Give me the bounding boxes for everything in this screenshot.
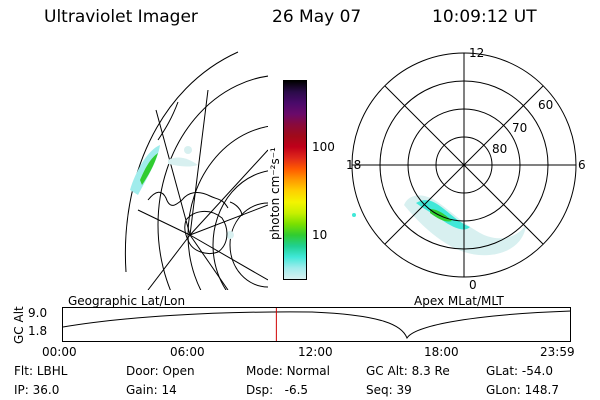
info-mode: Mode: Normal	[246, 364, 330, 378]
timeline-ytick-low: 1.8	[28, 324, 48, 338]
right-map-caption: Apex MLat/MLT	[414, 294, 504, 308]
altitude-timeline	[62, 307, 572, 342]
date-label: 26 May 07	[272, 7, 362, 27]
left-map-caption: Geographic Lat/Lon	[68, 294, 186, 308]
timeline-xtick-0000: 00:00	[42, 345, 77, 359]
colorbar-tick-10: 10	[312, 228, 328, 242]
colorbar-tick-100: 100	[312, 140, 335, 154]
info-gain: Gain: 14	[126, 383, 177, 397]
colorbar	[283, 80, 307, 280]
lat-label-80: 80	[492, 142, 508, 156]
timeline-xtick-0600: 06:00	[170, 345, 205, 359]
timeline-xtick-1800: 18:00	[424, 345, 459, 359]
info-glon: GLon: 148.7	[486, 383, 559, 397]
time-label: 10:09:12 UT	[432, 7, 537, 27]
info-ip: IP: 36.0	[14, 383, 60, 397]
info-seq: Seq: 39	[366, 383, 412, 397]
lat-label-60: 60	[538, 98, 554, 112]
info-dsp: Dsp: -6.5	[246, 383, 309, 397]
colorbar-unit-label: photon cm⁻²s⁻¹	[268, 147, 282, 240]
instrument-title: Ultraviolet Imager	[44, 7, 198, 27]
info-gc-alt: GC Alt: 8.3 Re	[366, 364, 450, 378]
mlt-label-6: 6	[578, 158, 586, 172]
apex-polar-plot	[351, 52, 577, 278]
timeline-xtick-2359: 23:59	[540, 345, 575, 359]
lat-label-70: 70	[512, 121, 528, 135]
timeline-ytick-high: 9.0	[28, 306, 48, 320]
timeline-xtick-1200: 12:00	[298, 345, 333, 359]
mlt-label-0: 0	[469, 278, 477, 292]
geographic-map	[124, 51, 268, 290]
mlt-label-12: 12	[469, 46, 485, 60]
info-flt: Flt: LBHL	[14, 364, 68, 378]
info-door: Door: Open	[126, 364, 195, 378]
mlt-label-18: 18	[346, 158, 362, 172]
info-glat: GLat: -54.0	[486, 364, 553, 378]
timeline-ylabel: GC Alt	[12, 306, 26, 344]
